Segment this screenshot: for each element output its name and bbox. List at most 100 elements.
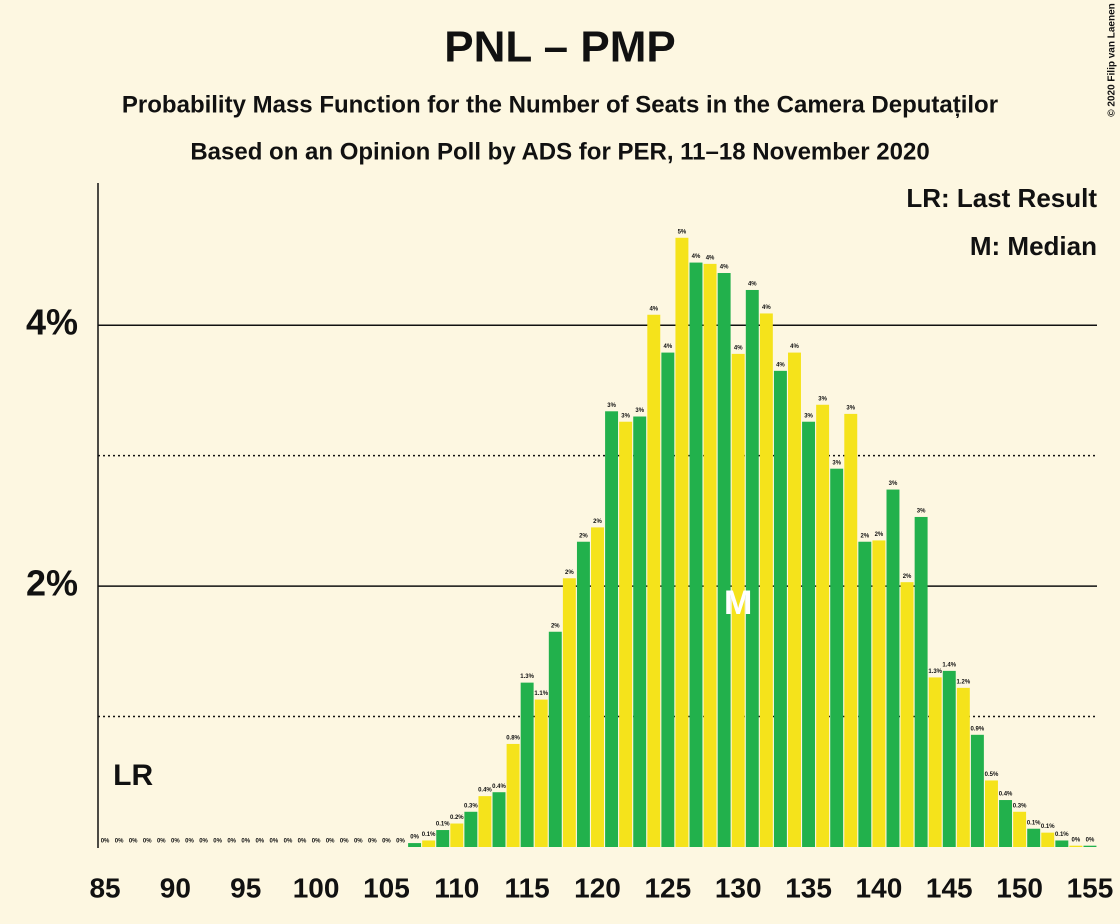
value-label: 0% [129, 839, 138, 845]
bar [802, 421, 816, 847]
bar [858, 541, 872, 847]
value-label: 4% [734, 345, 743, 351]
y-tick-label: 4% [26, 302, 78, 343]
bar [759, 313, 773, 847]
median-marker: M [724, 584, 752, 622]
bar [1069, 845, 1083, 847]
bar [520, 682, 534, 847]
value-label: 1.4% [942, 662, 956, 668]
value-label: 4% [720, 265, 729, 271]
bar [464, 811, 478, 847]
value-label: 4% [664, 344, 673, 350]
bar [956, 687, 970, 847]
bar [731, 353, 745, 847]
value-label: 3% [607, 403, 616, 409]
bar [506, 743, 520, 847]
value-label: 2% [579, 533, 588, 539]
value-label: 0% [312, 839, 321, 845]
x-tick-label: 120 [574, 872, 621, 903]
chart-title: PNL – PMP [444, 23, 675, 72]
value-label: 0% [115, 839, 124, 845]
value-label: 4% [706, 255, 715, 261]
x-tick-label: 155 [1067, 872, 1114, 903]
bar [717, 273, 731, 847]
value-label: 0% [396, 839, 405, 845]
bar [788, 352, 801, 847]
bar [872, 540, 886, 847]
value-label: 4% [790, 344, 799, 350]
value-label: 0% [213, 839, 222, 845]
value-label: 0.1% [1055, 832, 1069, 838]
bar [914, 516, 928, 847]
value-label: 3% [846, 405, 855, 411]
bar [661, 352, 675, 847]
x-tick-label: 90 [160, 872, 191, 903]
value-label: 3% [621, 413, 630, 419]
value-label: 0.3% [464, 803, 478, 809]
subtitle: Probability Mass Function for the Number… [122, 91, 998, 118]
value-label: 0% [1072, 837, 1081, 843]
value-label: 2% [875, 532, 884, 538]
bar [675, 237, 689, 847]
value-label: 1.1% [534, 691, 548, 697]
bar [605, 411, 619, 847]
value-label: 2% [551, 623, 560, 629]
bar [886, 489, 900, 847]
value-label: 0% [382, 839, 391, 845]
value-label: 3% [818, 396, 827, 402]
bar [576, 541, 590, 847]
value-label: 2% [903, 574, 912, 580]
bar [478, 796, 492, 847]
bar [1055, 840, 1069, 847]
x-tick-label: 95 [230, 872, 261, 903]
value-label: 3% [635, 408, 644, 414]
x-tick-label: 135 [785, 872, 832, 903]
value-label: 3% [832, 460, 841, 466]
value-label: 1.2% [956, 679, 970, 685]
value-label: 4% [776, 362, 785, 368]
value-label: 0.4% [492, 784, 506, 790]
x-tick-label: 125 [644, 872, 691, 903]
value-label: 0.4% [478, 788, 492, 794]
bar [984, 780, 998, 847]
bar [703, 263, 717, 848]
bar [1013, 811, 1027, 847]
bar [633, 416, 647, 847]
bar [619, 421, 633, 847]
value-label: 0% [241, 839, 250, 845]
value-label: 0.9% [971, 726, 985, 732]
value-label: 0.1% [1041, 824, 1055, 830]
bar [422, 840, 436, 847]
x-tick-label: 145 [926, 872, 973, 903]
bar [1041, 832, 1055, 847]
bar [548, 631, 562, 847]
value-label: 4% [762, 305, 771, 311]
value-label: 3% [889, 481, 898, 487]
value-label: 3% [917, 509, 926, 515]
x-tick-label: 100 [293, 872, 340, 903]
value-label: 0% [101, 839, 110, 845]
value-label: 0% [284, 839, 293, 845]
value-label: 0.8% [506, 736, 520, 742]
value-label: 2% [593, 519, 602, 525]
value-label: 0.3% [1013, 803, 1027, 809]
value-label: 0% [298, 839, 307, 845]
x-tick-label: 115 [505, 872, 550, 903]
value-label: 1.3% [520, 674, 534, 680]
value-label: 0% [368, 839, 377, 845]
bar [942, 670, 956, 847]
value-label: 0% [157, 839, 166, 845]
bar [816, 404, 830, 847]
bar [745, 289, 759, 847]
bar [591, 527, 604, 847]
bar [844, 413, 858, 847]
value-label: 1.3% [928, 669, 942, 675]
x-tick-label: 130 [715, 872, 762, 903]
value-label: 0% [326, 839, 335, 845]
value-label: 2% [565, 570, 574, 576]
bar [450, 823, 464, 847]
value-label: 2% [861, 533, 870, 539]
bar [436, 830, 450, 847]
legend-entry: LR: Last Result [906, 183, 1097, 213]
value-label: 0% [171, 839, 180, 845]
